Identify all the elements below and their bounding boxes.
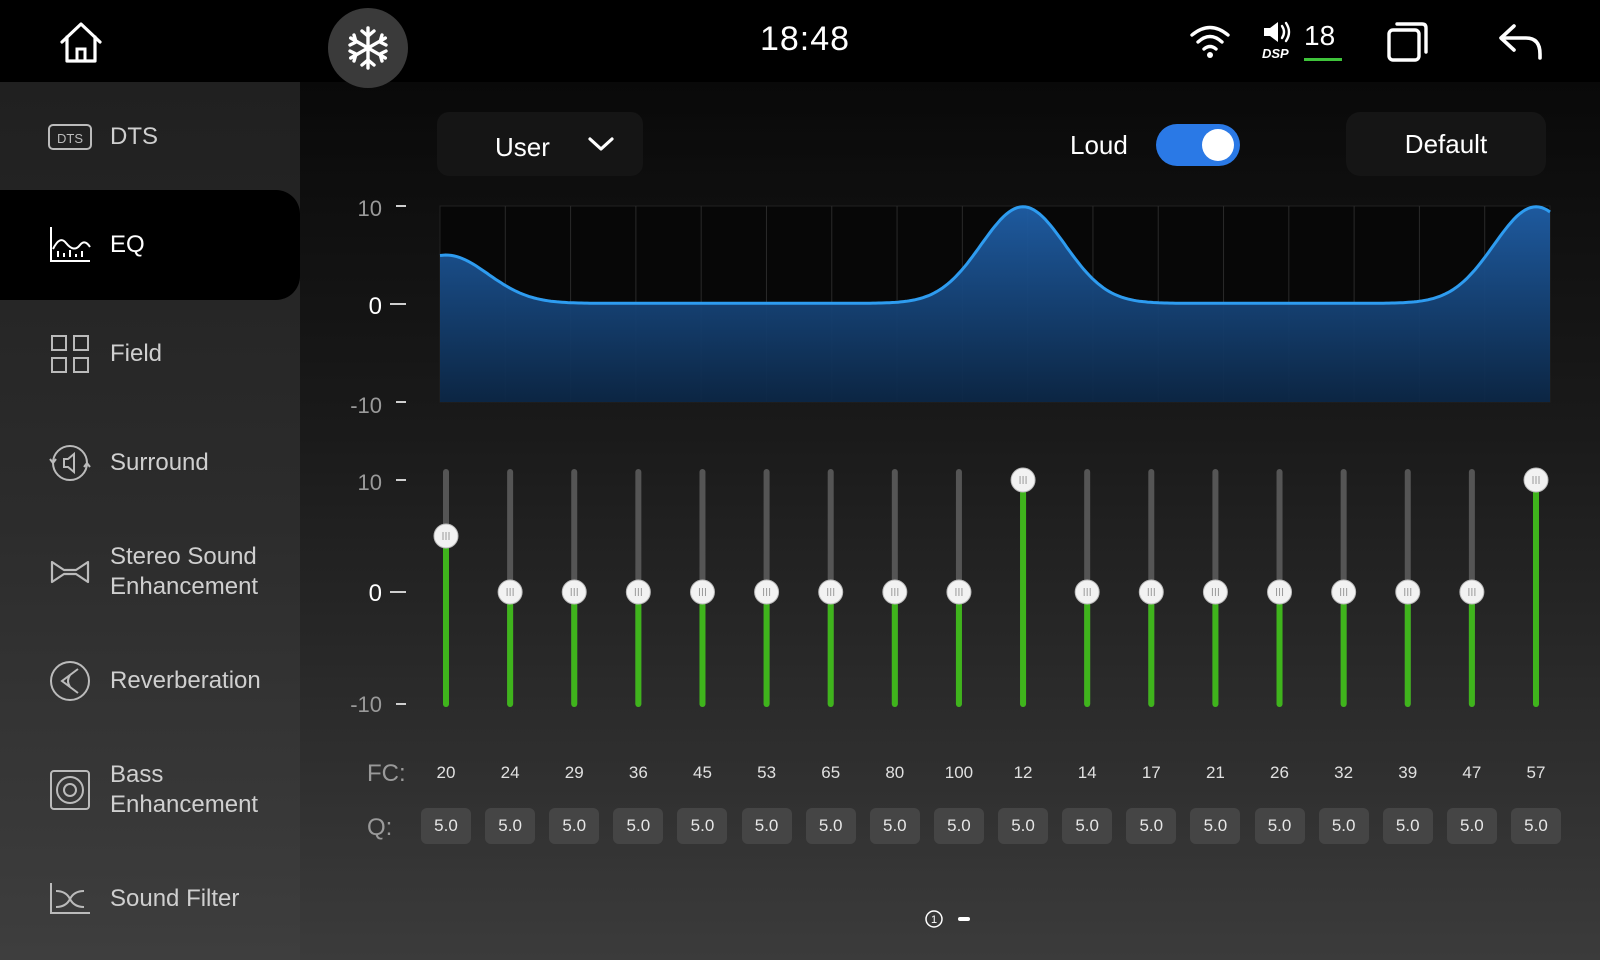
fc-value: 17 — [1141, 763, 1161, 782]
sidebar-item-bass[interactable]: Bass Enhancement — [0, 735, 300, 845]
q-value-box[interactable]: 5.0 — [1446, 808, 1497, 844]
curve-area — [440, 206, 1550, 402]
sidebar-item-label: Reverberation — [110, 667, 261, 694]
fc-value: 24 — [500, 763, 520, 782]
eq-curve-chart — [390, 205, 1551, 403]
bass-icon — [50, 770, 90, 810]
sidebar-item-label: Stereo Sound Enhancement — [110, 543, 259, 600]
fc-value: 14 — [1077, 763, 1097, 782]
curve-axis-bottom: -10 — [350, 393, 382, 418]
sidebar: DTS DTS EQ Field Surround Ster — [0, 82, 300, 960]
clock: 18:48 — [759, 20, 851, 58]
fc-value: 29 — [564, 763, 584, 782]
fc-value: 80 — [885, 763, 905, 782]
reverb-icon — [50, 661, 90, 701]
q-value-box[interactable]: 5.0 — [1511, 808, 1561, 844]
volume-underline — [1304, 58, 1342, 61]
fc-value: 20 — [436, 763, 456, 782]
q-value-box[interactable]: 5.0 — [1062, 808, 1113, 844]
sidebar-item-dts[interactable]: DTS DTS — [0, 82, 300, 192]
slider-axis-top: 10 — [357, 470, 382, 495]
fc-value: 21 — [1205, 763, 1225, 782]
fc-value: 12 — [1013, 763, 1033, 782]
svg-text:DTS: DTS — [57, 131, 83, 146]
page-number: 1 — [931, 914, 937, 926]
q-value-box[interactable]: 5.0 — [1254, 808, 1305, 844]
q-value-box[interactable]: 5.0 — [805, 808, 856, 844]
preset-value: User — [495, 132, 550, 162]
slider-axis-bottom: -10 — [350, 692, 382, 717]
speaker-icon: DSP — [1262, 21, 1291, 60]
page-dash — [958, 917, 970, 921]
toggle-knob — [1202, 129, 1234, 161]
q-value-box[interactable]: 5.0 — [741, 808, 792, 844]
filter-icon — [50, 883, 90, 914]
volume-indicator[interactable]: DSP 18 — [1262, 18, 1348, 66]
fc-label: FC: — [367, 760, 406, 787]
snowflake-icon — [348, 26, 388, 70]
fc-value: 65 — [821, 763, 841, 782]
windows-icon[interactable] — [1386, 20, 1430, 64]
q-value-box[interactable]: 5.0 — [869, 808, 920, 844]
dts-icon: DTS — [48, 124, 92, 150]
fc-value: 47 — [1462, 763, 1482, 782]
eq-icon — [50, 227, 91, 262]
fc-value: 26 — [1270, 763, 1289, 782]
fc-value: 57 — [1526, 763, 1546, 782]
q-value-box[interactable]: 5.0 — [1318, 808, 1369, 844]
volume-value: 18 — [1304, 20, 1336, 51]
q-value-box[interactable]: 5.0 — [549, 808, 600, 844]
sidebar-item-label: Surround — [110, 449, 209, 476]
status-bar: 18:48 DSP 18 — [0, 0, 1600, 88]
q-value-box[interactable]: 5.0 — [613, 808, 664, 844]
q-value-box[interactable]: 5.0 — [1382, 808, 1433, 844]
default-button[interactable]: Default — [1346, 112, 1546, 176]
q-value-box[interactable]: 5.0 — [421, 808, 471, 844]
page-indicator[interactable]: 1 — [924, 907, 984, 931]
sidebar-item-label: Field — [110, 340, 163, 367]
fc-value: 39 — [1398, 763, 1418, 782]
sidebar-item-label: DTS — [110, 123, 158, 150]
fc-value: 53 — [757, 763, 777, 782]
eq-sliders — [390, 467, 1549, 707]
q-value-box[interactable]: 5.0 — [933, 808, 984, 844]
field-icon — [51, 335, 89, 373]
wifi-icon — [1190, 25, 1230, 58]
climate-button[interactable] — [328, 8, 408, 88]
back-icon[interactable] — [1496, 20, 1546, 64]
sidebar-item-label: EQ — [110, 231, 145, 258]
sidebar-item-stereo[interactable]: Stereo Sound Enhancement — [0, 517, 300, 627]
fc-value: 32 — [1334, 763, 1354, 782]
surround-icon — [49, 445, 91, 481]
sidebar-item-sound-filter[interactable]: Sound Filter — [0, 844, 300, 954]
sidebar-item-field[interactable]: Field — [0, 299, 300, 409]
home-icon[interactable] — [56, 18, 106, 68]
q-value-box[interactable]: 5.0 — [1126, 808, 1177, 844]
q-label: Q: — [367, 814, 393, 841]
sidebar-item-eq[interactable]: EQ — [0, 190, 300, 300]
stereo-icon — [50, 560, 90, 584]
chevron-down-icon — [588, 137, 614, 151]
curve-axis-zero: 0 — [368, 293, 382, 320]
loud-label: Loud — [1070, 130, 1128, 160]
sidebar-item-reverberation[interactable]: Reverberation — [0, 626, 300, 736]
dsp-label: DSP — [1262, 46, 1289, 60]
sidebar-item-label: Sound Filter — [110, 885, 240, 912]
loud-toggle[interactable] — [1156, 124, 1240, 166]
q-value-box[interactable]: 5.0 — [485, 808, 536, 844]
curve-line — [439, 205, 1551, 305]
preset-dropdown[interactable]: User — [437, 112, 643, 176]
fc-value: 100 — [944, 763, 974, 782]
sidebar-item-surround[interactable]: Surround — [0, 408, 300, 518]
sidebar-item-label: Bass Enhancement — [110, 761, 259, 818]
fc-value: 45 — [693, 763, 712, 782]
q-value-box[interactable]: 5.0 — [1190, 808, 1241, 844]
slider-axis-zero: 0 — [368, 580, 382, 607]
q-value-box[interactable]: 5.0 — [998, 808, 1049, 844]
fc-value: 36 — [628, 763, 648, 782]
curve-axis-top: 10 — [357, 196, 382, 221]
q-value-box[interactable]: 5.0 — [677, 808, 728, 844]
